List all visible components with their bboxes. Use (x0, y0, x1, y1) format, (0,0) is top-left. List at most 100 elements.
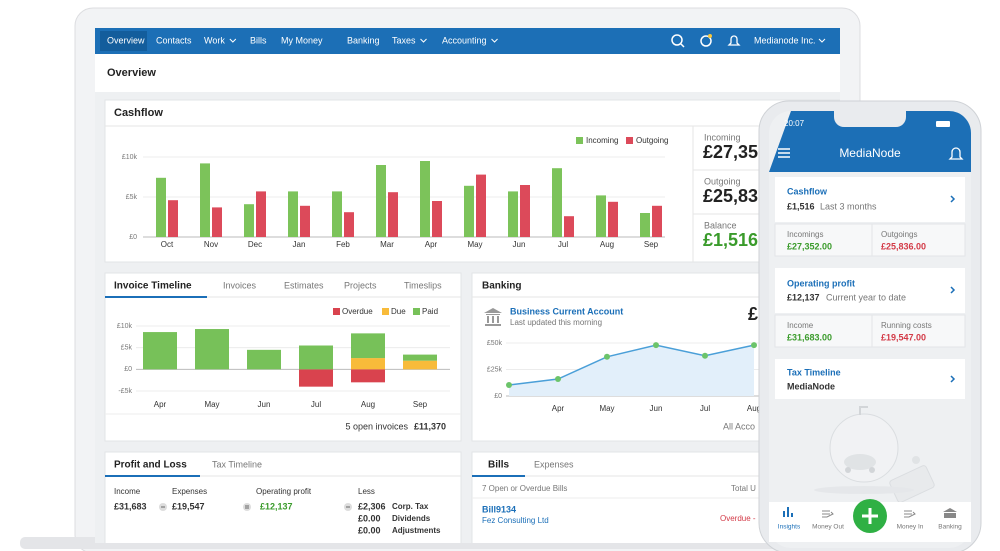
tab[interactable]: Estimates (284, 280, 324, 290)
summary-label: Outgoing (704, 176, 741, 186)
bar (388, 192, 398, 237)
tab-underline (472, 475, 525, 477)
bills-summary: 7 Open or Overdue Bills (482, 484, 567, 493)
tab-banking[interactable]: Banking (938, 524, 962, 531)
chevron (950, 375, 956, 383)
x-tick-label: May (599, 404, 614, 413)
card[interactable] (775, 359, 965, 399)
x-tick-label: Mar (380, 240, 394, 249)
pl-label: Expenses (172, 487, 207, 496)
tab[interactable]: Expenses (534, 459, 574, 469)
stat-value: £27,352.00 (787, 241, 832, 251)
illustration (814, 406, 935, 503)
card-period: Current year to date (826, 292, 906, 302)
nav-item[interactable]: Accounting (442, 35, 487, 45)
pl-value: £12,137 (260, 501, 293, 511)
bar (256, 191, 266, 237)
card-period: Last 3 months (820, 201, 877, 211)
y-tick-label: £10k (117, 323, 133, 330)
equals-icon (243, 503, 251, 511)
x-tick-label: Oct (161, 240, 174, 249)
bill-id[interactable]: Bill9134 (482, 504, 516, 514)
line (508, 344, 755, 386)
money-in-icon (904, 510, 916, 518)
bar-segment (195, 329, 229, 370)
tab[interactable]: Invoice Timeline (114, 281, 192, 292)
search-icon[interactable] (671, 34, 683, 46)
x-tick-label: Apr (552, 404, 565, 413)
bar-segment (299, 345, 333, 370)
tab[interactable]: Projects (344, 280, 377, 290)
tab[interactable]: Profit and Loss (114, 460, 187, 471)
phone-header (769, 111, 971, 172)
nav-item[interactable]: Bills (250, 35, 267, 45)
account-name[interactable]: Business Current Account (510, 306, 623, 316)
bar (464, 185, 474, 237)
bar (432, 201, 442, 237)
tab[interactable]: Tax Timeline (212, 459, 262, 469)
card-value: MediaNode (787, 381, 835, 391)
card[interactable] (775, 268, 965, 313)
y-tick-label: £50k (487, 340, 503, 347)
bar (332, 191, 342, 237)
tab[interactable]: Timeslips (404, 280, 442, 290)
insights-icon (783, 507, 793, 517)
tab[interactable]: Invoices (223, 280, 257, 290)
card[interactable] (775, 177, 965, 222)
nav-item[interactable]: Contacts (156, 35, 192, 45)
tab-insights[interactable]: Insights (778, 524, 801, 531)
legend-label: Paid (422, 307, 438, 316)
nav-item[interactable]: My Money (281, 35, 323, 45)
status-time: 20:07 (784, 119, 805, 128)
panel-title: Banking (482, 281, 521, 292)
legend-label: Overdue (342, 307, 373, 316)
x-tick-label: Sep (413, 400, 428, 409)
timer-icon[interactable] (700, 35, 712, 47)
nav-item[interactable]: Banking (347, 35, 380, 45)
bar-segment (299, 369, 333, 387)
nav-item[interactable]: Taxes (392, 35, 416, 45)
add-icon (862, 508, 878, 524)
y-tick-label: -£5k (118, 388, 132, 395)
phone-title: MediaNode (839, 146, 901, 160)
point (506, 381, 512, 388)
caret (818, 38, 826, 43)
tab-underline (105, 296, 207, 298)
bell-icon[interactable] (948, 147, 964, 160)
less-value: £2,306 (358, 501, 386, 511)
bell-icon[interactable] (727, 35, 741, 46)
nav-item[interactable]: Overview (107, 35, 145, 45)
tab-money-out[interactable]: Money Out (812, 524, 844, 531)
bar (564, 216, 574, 237)
bill-contact[interactable]: Fez Consulting Ltd (482, 516, 549, 525)
x-tick-label: Jul (700, 404, 710, 413)
bank-icon (484, 308, 502, 326)
bar (244, 204, 254, 237)
legend-swatch (382, 308, 389, 315)
x-tick-label: Jun (258, 400, 271, 409)
bar (608, 201, 618, 237)
account-menu[interactable]: Medianode Inc. (754, 35, 816, 45)
tab[interactable]: Bills (488, 460, 510, 471)
summary-value: £27,35 (703, 142, 758, 162)
tab-money-in[interactable]: Money In (897, 524, 924, 531)
bar-segment (351, 333, 385, 359)
pl-value: £31,683 (114, 501, 147, 511)
x-tick-label: Aug (361, 400, 375, 409)
bill-status: Overdue - (720, 514, 756, 523)
account-updated: Last updated this morning (510, 318, 602, 327)
pl-label: Income (114, 487, 141, 496)
summary-value: £25,83 (703, 186, 758, 206)
menu-icon[interactable] (778, 148, 790, 158)
x-tick-label: Jan (293, 240, 306, 249)
less-value: £0.00 (358, 513, 381, 523)
all-accounts[interactable]: All Acco (723, 421, 755, 431)
x-tick-label: Apr (154, 400, 167, 409)
nav-item[interactable]: Work (204, 35, 225, 45)
legend-label: Incoming (586, 136, 618, 145)
nav-items: Overview Contacts Work Bills My Money Banking… (107, 35, 498, 45)
bar-segment (143, 332, 177, 370)
banking-chart: £0 £25k £50k Apr May Jun Jul Aug (487, 340, 840, 413)
y-tick-label: £0 (124, 366, 132, 373)
